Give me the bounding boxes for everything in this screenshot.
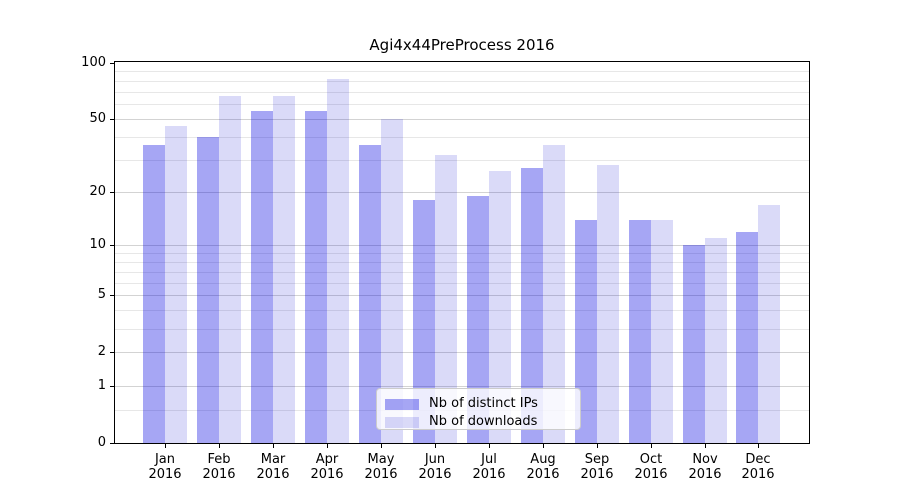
gridline-minor-30: [115, 160, 809, 161]
x-tick-label-oct: Oct 2016: [634, 452, 668, 482]
legend: Nb of distinct IPs Nb of downloads: [376, 388, 581, 430]
y-tick-label-20: 20: [89, 184, 106, 199]
bar-downloads-jul: [489, 171, 511, 443]
gridline-minor-70: [115, 92, 809, 93]
y-tick-label-50: 50: [89, 111, 106, 126]
legend-swatch-distinct-ips: [385, 398, 419, 410]
x-tick-mark-aug: [543, 444, 544, 448]
gridline-minor-90: [115, 71, 809, 72]
x-tick-mark-nov: [705, 444, 706, 448]
bar-downloads-jun: [435, 155, 457, 443]
x-tick-label-may: May 2016: [364, 452, 398, 482]
gridline-major-2: [115, 352, 809, 353]
x-tick-mark-feb: [219, 444, 220, 448]
gridline-minor-9: [115, 253, 809, 254]
gridline-major-1: [115, 386, 809, 387]
bar-ips-jan: [143, 145, 165, 443]
y-tick-label-10: 10: [89, 237, 106, 252]
bar-downloads-dec: [758, 205, 780, 443]
legend-label-distinct-ips: Nb of distinct IPs: [429, 396, 538, 411]
bar-downloads-mar: [273, 96, 295, 443]
x-tick-mark-sep: [597, 444, 598, 448]
y-tick-mark-2: [110, 352, 114, 353]
bar-ips-oct: [629, 220, 651, 443]
bar-downloads-aug: [543, 145, 565, 443]
x-tick-mark-oct: [651, 444, 652, 448]
x-tick-mark-dec: [758, 444, 759, 448]
x-tick-label-jan: Jan 2016: [148, 452, 182, 482]
x-tick-mark-jul: [489, 444, 490, 448]
bar-ips-feb: [197, 137, 219, 443]
bar-downloads-may: [381, 119, 403, 443]
gridline-minor-6: [115, 283, 809, 284]
legend-item-downloads: Nb of downloads: [385, 413, 580, 431]
bar-ips-sep: [575, 220, 597, 443]
chart-title: Agi4x44PreProcess 2016: [369, 36, 555, 54]
legend-label-downloads: Nb of downloads: [429, 414, 538, 429]
y-tick-mark-0: [110, 443, 114, 444]
bar-ips-jul: [467, 196, 489, 443]
x-tick-mark-jun: [435, 444, 436, 448]
y-tick-label-5: 5: [97, 287, 106, 302]
gridline-major-5: [115, 295, 809, 296]
x-tick-label-jun: Jun 2016: [418, 452, 452, 482]
legend-item-distinct-ips: Nb of distinct IPs: [385, 395, 580, 413]
bar-downloads-nov: [705, 238, 727, 443]
bar-downloads-apr: [327, 79, 349, 443]
x-tick-label-feb: Feb 2016: [202, 452, 236, 482]
y-tick-mark-20: [110, 192, 114, 193]
gridline-minor-4: [115, 310, 809, 311]
gridline-minor-8: [115, 262, 809, 263]
x-tick-label-apr: Apr 2016: [310, 452, 344, 482]
gridline-major-20: [115, 192, 809, 193]
x-tick-label-nov: Nov 2016: [688, 452, 722, 482]
y-tick-mark-100: [110, 63, 114, 64]
bar-downloads-oct: [651, 220, 673, 443]
bar-downloads-sep: [597, 165, 619, 443]
plot-area: Nb of distinct IPs Nb of downloads: [114, 61, 810, 444]
legend-swatch-downloads: [385, 416, 419, 428]
x-tick-mark-apr: [327, 444, 328, 448]
bar-ips-apr: [305, 111, 327, 443]
bar-downloads-jan: [165, 126, 187, 443]
x-tick-label-jul: Jul 2016: [472, 452, 506, 482]
bar-ips-may: [359, 145, 381, 443]
x-tick-label-mar: Mar 2016: [256, 452, 290, 482]
y-tick-mark-5: [110, 295, 114, 296]
y-tick-label-100: 100: [81, 55, 106, 70]
bar-ips-aug: [521, 168, 543, 443]
x-tick-label-dec: Dec 2016: [741, 452, 775, 482]
y-tick-label-0: 0: [97, 435, 106, 450]
gridline-minor-80: [115, 81, 809, 82]
y-tick-label-1: 1: [97, 378, 106, 393]
gridline-minor-3: [115, 329, 809, 330]
y-tick-mark-10: [110, 245, 114, 246]
bar-downloads-feb: [219, 96, 241, 443]
y-tick-label-2: 2: [97, 344, 106, 359]
gridline-minor-40: [115, 137, 809, 138]
bar-ips-dec: [736, 232, 758, 443]
bar-ips-mar: [251, 111, 273, 443]
x-tick-label-sep: Sep 2016: [580, 452, 614, 482]
gridline-minor-7: [115, 272, 809, 273]
x-tick-mark-mar: [273, 444, 274, 448]
y-tick-mark-1: [110, 386, 114, 387]
y-tick-mark-50: [110, 119, 114, 120]
bar-ips-nov: [683, 245, 705, 443]
bar-ips-jun: [413, 200, 435, 443]
x-tick-label-aug: Aug 2016: [526, 452, 560, 482]
x-tick-mark-jan: [165, 444, 166, 448]
x-tick-mark-may: [381, 444, 382, 448]
gridline-major-10: [115, 245, 809, 246]
gridline-minor-60: [115, 104, 809, 105]
gridline-major-50: [115, 119, 809, 120]
